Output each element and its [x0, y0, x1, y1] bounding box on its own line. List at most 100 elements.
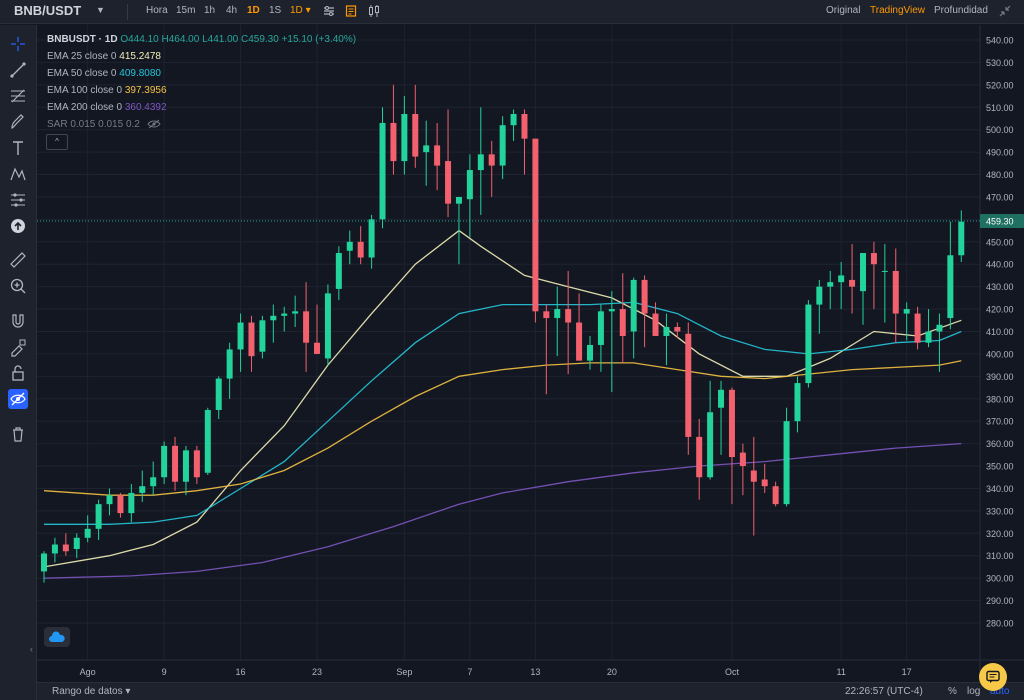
chat-button[interactable] [979, 663, 1007, 691]
magnet-icon [12, 314, 24, 328]
price-tick-label: 440.00 [986, 260, 1014, 270]
symbol-name[interactable]: BNB/USDT [14, 3, 82, 18]
candle-body [947, 255, 954, 319]
candle-body [750, 470, 757, 482]
trend-line-icon [10, 62, 26, 78]
ema50-value: 409.8080 [119, 68, 161, 79]
price-tick-label: 430.00 [986, 282, 1014, 292]
time-tick-label: Oct [725, 667, 740, 677]
interval-1d[interactable]: 1D [247, 5, 260, 16]
fib-tool[interactable] [8, 86, 28, 106]
clock-timezone[interactable]: 22:26:57 (UTC-4) [845, 686, 923, 697]
candle-body [204, 409, 211, 473]
lock-drawing-tool[interactable] [8, 337, 28, 357]
legend-ema50[interactable]: EMA 50 close 0 409.8080 [47, 65, 356, 82]
text-tool[interactable] [8, 138, 28, 158]
interval-15m[interactable]: 15m [176, 5, 196, 16]
log-scale-toggle[interactable]: log [967, 686, 981, 697]
current-price-tag [980, 213, 1024, 228]
price-tick-label: 480.00 [986, 170, 1014, 180]
price-chart[interactable]: 540.00 530.00 520.00 510.00 500.00 490.00 480.… [37, 25, 1024, 682]
candle-body [41, 553, 47, 572]
candle-body [521, 113, 528, 139]
brush-tool[interactable] [8, 112, 28, 132]
hidden-eye-icon[interactable] [147, 119, 161, 129]
legend-ema100[interactable]: EMA 100 close 0 397.3956 [47, 82, 356, 99]
pattern-tool[interactable] [8, 164, 28, 184]
crosshair-tool[interactable] [8, 34, 28, 54]
tradingview-logo[interactable] [44, 627, 70, 647]
interval-dropdown[interactable]: 1D ▾ [290, 5, 311, 16]
toolbar-divider [127, 4, 128, 20]
price-tick-label: 280.00 [986, 619, 1014, 629]
legend-ema25[interactable]: EMA 25 close 0 415.2478 [47, 48, 356, 65]
candles-icon[interactable] [367, 4, 381, 18]
view-profundidad[interactable]: Profundidad [934, 5, 988, 16]
candle-body [914, 313, 921, 343]
current-price-label: 459.30 [986, 216, 1014, 226]
arrow-tool[interactable] [8, 216, 28, 236]
candle-body [772, 486, 779, 505]
text-icon [13, 141, 23, 155]
legend-ema200[interactable]: EMA 200 close 0 360.4392 [47, 99, 356, 116]
symbol-dropdown-icon[interactable]: ▼ [96, 5, 105, 15]
candle-body [663, 327, 670, 336]
chart-legend: BNBUSDT · 1D O444.10 H464.00 L441.00 C45… [47, 31, 356, 133]
ruler-tool[interactable] [8, 250, 28, 270]
interval-1h[interactable]: 1h [204, 5, 216, 16]
interval-hora[interactable]: Hora [146, 5, 168, 16]
chat-icon [986, 670, 1000, 683]
ema50-label: EMA 50 close 0 [47, 68, 117, 79]
sidebar-toggle-icon[interactable]: ‹ [30, 644, 33, 654]
hide-drawings-tool[interactable] [8, 389, 28, 409]
percent-scale-toggle[interactable]: % [948, 686, 957, 697]
candle-body [696, 436, 703, 478]
view-tradingview[interactable]: TradingView [870, 5, 926, 16]
price-tick-label: 470.00 [986, 192, 1014, 202]
collapse-fullscreen-icon[interactable] [998, 4, 1012, 18]
interval-dropdown-value: 1D [290, 5, 303, 16]
top-toolbar: BNB/USDT ▼ Hora 15m 1h 4h 1D 1S 1D ▾ Ori… [0, 0, 1024, 24]
candle-body [390, 122, 397, 162]
candle-body [630, 279, 637, 332]
time-tick-label: 20 [607, 667, 617, 677]
candle-body [783, 421, 790, 505]
interval-4h[interactable]: 4h [226, 5, 238, 16]
candle-body [324, 293, 331, 359]
lock-all-tool[interactable] [8, 363, 28, 383]
time-tick-label: 9 [162, 667, 167, 677]
candle-body [892, 270, 899, 314]
candle-body [903, 309, 910, 314]
legend-sar[interactable]: SAR 0.015 0.015 0.2 [47, 116, 356, 133]
candle-body [488, 154, 495, 166]
ema25-label: EMA 25 close 0 [47, 51, 117, 62]
remove-drawings-tool[interactable] [8, 424, 28, 444]
candle-body [182, 450, 189, 482]
price-tick-label: 340.00 [986, 484, 1014, 494]
indicators-icon[interactable] [322, 4, 336, 18]
date-range-label: Rango de datos [52, 686, 123, 697]
auto-scale-toggle[interactable]: auto [990, 686, 1010, 697]
legend-symbol: BNBUSDT · 1D [47, 34, 118, 45]
candle-body [368, 219, 375, 258]
view-original[interactable]: Original [826, 5, 861, 16]
trend-line-tool[interactable] [8, 60, 28, 80]
date-range-button[interactable]: Rango de datos ▾ [52, 686, 131, 697]
drawing-toolbar [0, 25, 37, 700]
time-tick-label: 7 [467, 667, 472, 677]
price-tick-label: 330.00 [986, 506, 1014, 516]
legend-ohlc: O444.10 H464.00 L441.00 C459.30 +15.10 (… [120, 34, 357, 45]
candle-body [379, 122, 386, 220]
price-tick-label: 540.00 [986, 36, 1014, 46]
legend-collapse-button[interactable]: ^ [46, 134, 68, 150]
price-tick-label: 370.00 [986, 417, 1014, 427]
price-tick-label: 320.00 [986, 529, 1014, 539]
hide-icon [10, 392, 26, 406]
prediction-tool[interactable] [8, 190, 28, 210]
candle-body [270, 315, 277, 321]
time-tick-label: 13 [530, 667, 540, 677]
templates-icon[interactable] [344, 4, 358, 18]
magnet-tool[interactable] [8, 311, 28, 331]
interval-1s[interactable]: 1S [269, 5, 282, 16]
zoom-tool[interactable] [8, 276, 28, 296]
